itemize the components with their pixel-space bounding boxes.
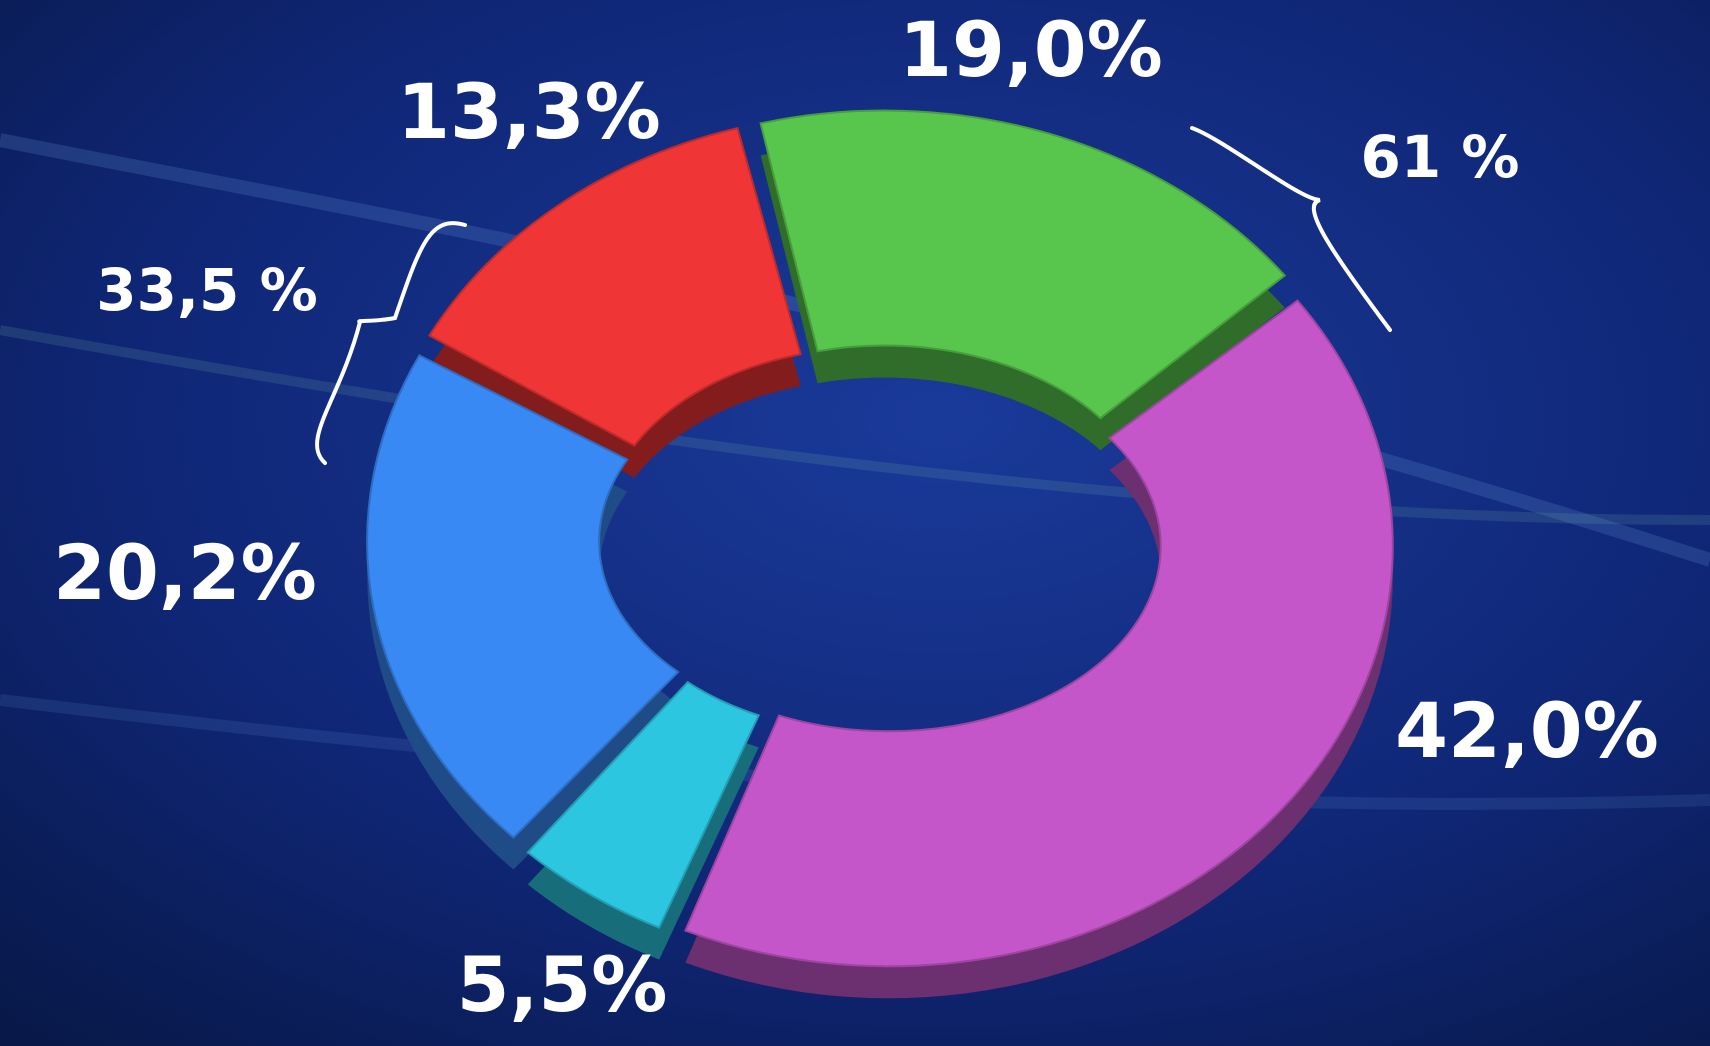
- data-label: 5,5%: [457, 940, 668, 1029]
- data-label: 42,0%: [1395, 686, 1659, 775]
- slice: [366, 354, 680, 839]
- slice: [526, 680, 761, 929]
- slices: [366, 109, 1394, 999]
- slice: [684, 299, 1394, 968]
- slice: [759, 109, 1287, 420]
- brace: [315, 221, 467, 465]
- group-annotation: 61 %: [1360, 123, 1519, 191]
- slice: [427, 126, 802, 447]
- data-label: 13,3%: [397, 67, 661, 156]
- group-annotation: 33,5 %: [96, 256, 317, 324]
- data-label: 19,0%: [899, 5, 1163, 94]
- data-label: 20,2%: [53, 528, 317, 617]
- brace: [1190, 126, 1392, 332]
- glow-line: [0, 325, 1710, 525]
